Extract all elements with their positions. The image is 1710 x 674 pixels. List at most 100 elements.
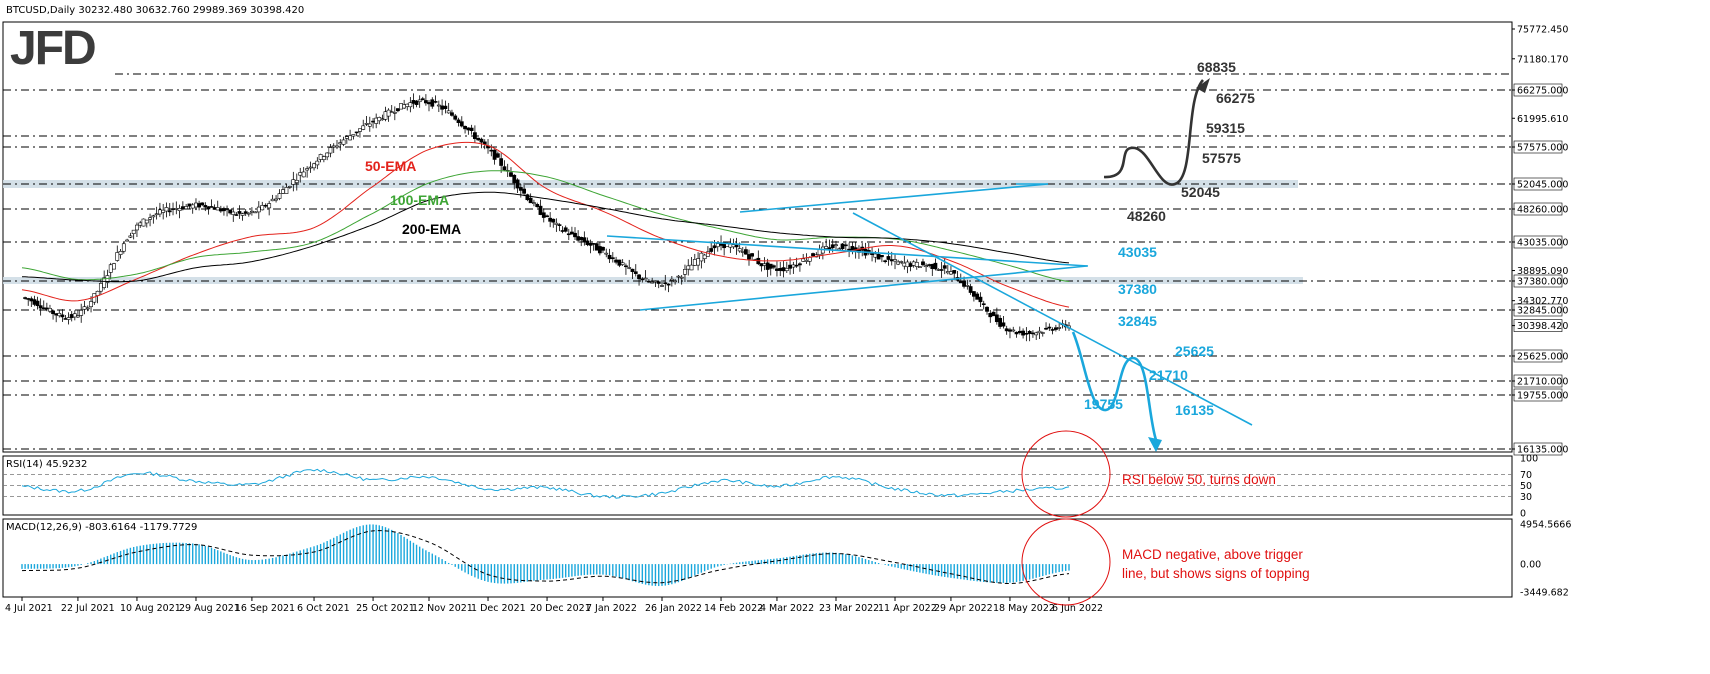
candle-body: [518, 187, 523, 191]
x-axis-label: 12 Nov 2021: [412, 603, 473, 614]
candle-body: [85, 307, 90, 310]
candle-body: [965, 285, 970, 287]
channel-upper-line: [606, 235, 1089, 267]
bear-target-label: 43035: [1118, 244, 1157, 260]
x-axis-label: 22 Jul 2021: [61, 603, 115, 614]
candle-body: [689, 264, 694, 271]
candle-body: [656, 281, 661, 284]
x-axis-label: 18 May 2022: [993, 603, 1055, 614]
candle-body: [351, 134, 356, 137]
candle-body: [164, 207, 169, 212]
rsi-line: [21, 468, 1070, 499]
candle-body: [538, 205, 543, 215]
candle-body: [469, 127, 474, 131]
candle-body: [253, 211, 258, 214]
candle-body: [942, 265, 947, 269]
candle-body: [686, 265, 691, 270]
candle-body: [225, 208, 229, 210]
x-axis-label: 29 Aug 2021: [179, 603, 240, 614]
price-axis-label: 43035.000: [1517, 238, 1568, 249]
candle-body: [1017, 330, 1022, 334]
candle-body: [194, 202, 198, 208]
bear-target-label: 21710: [1149, 367, 1188, 383]
candle-body: [981, 303, 986, 306]
candle-body: [250, 210, 254, 213]
candle-body: [115, 252, 120, 261]
candle-body: [1053, 327, 1058, 330]
candle-body: [676, 275, 681, 278]
candle-body: [532, 202, 536, 204]
candle-body: [669, 278, 674, 281]
candle-body: [952, 270, 957, 274]
macd-axis-label: 4954.5666: [1520, 520, 1571, 531]
candle-body: [614, 259, 618, 263]
candle-body: [502, 166, 507, 171]
candle-body: [479, 138, 484, 143]
candle-body: [294, 179, 299, 183]
candle-body: [734, 244, 739, 248]
candle-body: [747, 254, 751, 260]
candle-body: [287, 186, 292, 188]
ema100-label: 100-EMA: [390, 192, 449, 208]
bull-target-label: 59315: [1206, 120, 1245, 136]
rsi-axis-label: 0: [1520, 509, 1526, 520]
macd-note-line1: MACD negative, above trigger: [1122, 547, 1303, 562]
candle-body: [32, 299, 37, 305]
candle-body: [1044, 327, 1048, 330]
candle-body: [579, 237, 584, 241]
candle-body: [315, 160, 320, 166]
price-panel-frame: [2, 21, 1513, 453]
candle-body: [118, 251, 123, 255]
x-axis-label: 25 Oct 2021: [356, 603, 415, 614]
candle-body: [209, 206, 214, 208]
candle-body: [386, 109, 391, 117]
price-axis-label: 57575.000: [1517, 143, 1568, 154]
candle-body: [148, 217, 152, 220]
candle-body: [991, 311, 996, 317]
ema50-label: 50-EMA: [365, 158, 416, 174]
candle-body: [135, 224, 139, 231]
candle-body: [775, 268, 779, 271]
candle-body: [541, 212, 546, 218]
price-axis-label: 38895.090: [1517, 266, 1568, 277]
candle-body: [998, 317, 1003, 327]
candle-body: [673, 280, 678, 283]
candle-body: [121, 243, 126, 252]
candle-body: [610, 257, 615, 259]
candle-body: [1008, 329, 1012, 332]
candle-body: [284, 187, 289, 194]
macd-axis-label: -3449.682: [1520, 588, 1569, 599]
candle-body: [798, 263, 802, 266]
candle-body: [706, 251, 710, 257]
candle-body: [679, 276, 684, 279]
candle-body: [743, 249, 748, 255]
candle-body: [35, 300, 40, 307]
price-axis-label: 32845.000: [1517, 306, 1568, 317]
candle-body: [1050, 329, 1055, 331]
x-axis-label: 29 Apr 2022: [934, 603, 993, 614]
candle-body: [975, 293, 980, 300]
candle-body: [692, 259, 697, 266]
candle-body: [936, 269, 941, 271]
candle-body: [591, 243, 596, 245]
candle-body: [968, 286, 973, 293]
candle-body: [804, 259, 809, 262]
candle-body: [482, 141, 487, 145]
candle-body: [389, 111, 394, 113]
candle-body: [344, 136, 349, 139]
candle-body: [827, 247, 832, 250]
candle-body: [492, 149, 497, 160]
candle-body: [281, 189, 285, 194]
candle-body: [582, 237, 587, 243]
candle-body: [29, 298, 34, 302]
candle-body: [715, 243, 720, 248]
candle-body: [112, 263, 116, 270]
price-axis-label: 48260.000: [1517, 205, 1568, 216]
candle-body: [640, 278, 645, 281]
rsi-axis-label: 70: [1520, 470, 1532, 481]
candle-body: [358, 128, 362, 132]
candle-body: [263, 204, 268, 207]
candle-body: [489, 149, 494, 152]
candle-body: [72, 313, 77, 318]
candle-body: [573, 232, 577, 238]
